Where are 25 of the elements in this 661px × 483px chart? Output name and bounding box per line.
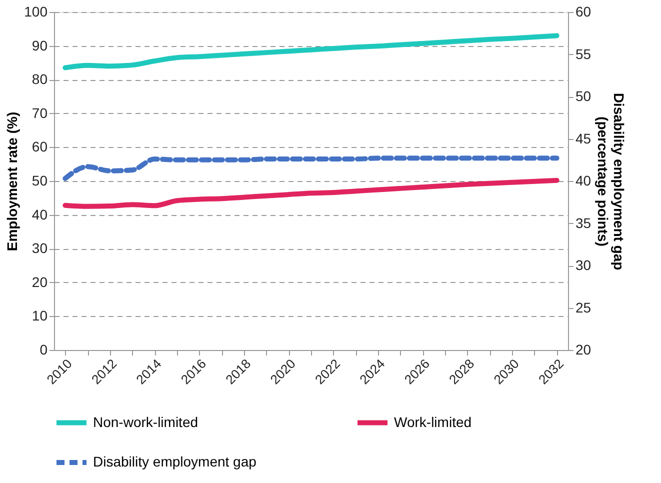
y2-tick-label: 55 (576, 46, 592, 62)
y-tick-label: 40 (32, 206, 48, 222)
y-tick-label: 0 (40, 342, 48, 358)
y-axis-title: Employment rate (%) (4, 112, 20, 252)
y2-tick-label: 25 (576, 299, 592, 316)
legend-label: Work-limited (394, 414, 472, 430)
y-tick-label: 70 (32, 104, 48, 121)
y2-tick-label: 20 (576, 342, 592, 358)
y2-tick-label: 60 (576, 4, 592, 20)
y-tick-label: 60 (32, 138, 48, 155)
y2-axis-title: Disability employment gap (percentage points) (595, 92, 628, 270)
y-tick-label: 30 (32, 240, 48, 256)
y2-tick-label: 35 (576, 214, 592, 231)
y2-tick-label: 50 (576, 88, 592, 104)
y-tick-label: 10 (32, 308, 48, 324)
y-tick-label: 80 (32, 71, 48, 88)
y2-tick-label: 30 (576, 257, 592, 273)
legend-label: Non-work-limited (93, 414, 198, 430)
y-tick-label: 100 (24, 4, 48, 20)
y-tick-label: 20 (32, 274, 48, 290)
y2-tick-label: 45 (576, 130, 592, 146)
y-tick-label: 50 (32, 172, 48, 188)
y2-tick-label: 40 (576, 172, 592, 188)
legend-label: Disability employment gap (93, 454, 257, 470)
y-tick-label: 90 (32, 37, 48, 54)
